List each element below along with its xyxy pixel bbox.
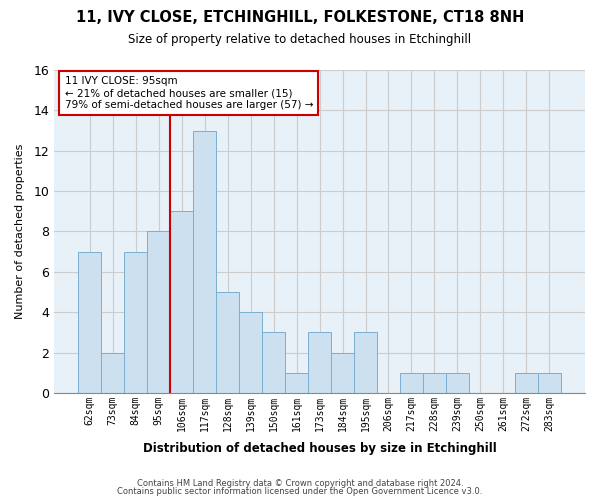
Bar (354, 332, 377, 393)
Text: Contains HM Land Registry data © Crown copyright and database right 2024.: Contains HM Land Registry data © Crown c… (137, 478, 463, 488)
Text: 11 IVY CLOSE: 95sqm
← 21% of detached houses are smaller (15)
79% of semi-detach: 11 IVY CLOSE: 95sqm ← 21% of detached ho… (65, 76, 313, 110)
Bar (423, 372, 446, 393)
Text: 11, IVY CLOSE, ETCHINGHILL, FOLKESTONE, CT18 8NH: 11, IVY CLOSE, ETCHINGHILL, FOLKESTONE, … (76, 10, 524, 25)
Bar (78, 252, 101, 393)
Bar (170, 212, 193, 393)
Text: Size of property relative to detached houses in Etchinghill: Size of property relative to detached ho… (128, 32, 472, 46)
Bar (193, 130, 216, 393)
Bar (400, 372, 423, 393)
Bar (285, 372, 308, 393)
Bar (124, 252, 147, 393)
Bar (239, 312, 262, 393)
Bar (147, 232, 170, 393)
Bar (331, 352, 354, 393)
Text: Contains public sector information licensed under the Open Government Licence v3: Contains public sector information licen… (118, 487, 482, 496)
Y-axis label: Number of detached properties: Number of detached properties (15, 144, 25, 319)
X-axis label: Distribution of detached houses by size in Etchinghill: Distribution of detached houses by size … (143, 442, 496, 455)
Bar (308, 332, 331, 393)
Bar (101, 352, 124, 393)
Bar (538, 372, 561, 393)
Bar (216, 292, 239, 393)
Bar (446, 372, 469, 393)
Bar (515, 372, 538, 393)
Bar (262, 332, 285, 393)
